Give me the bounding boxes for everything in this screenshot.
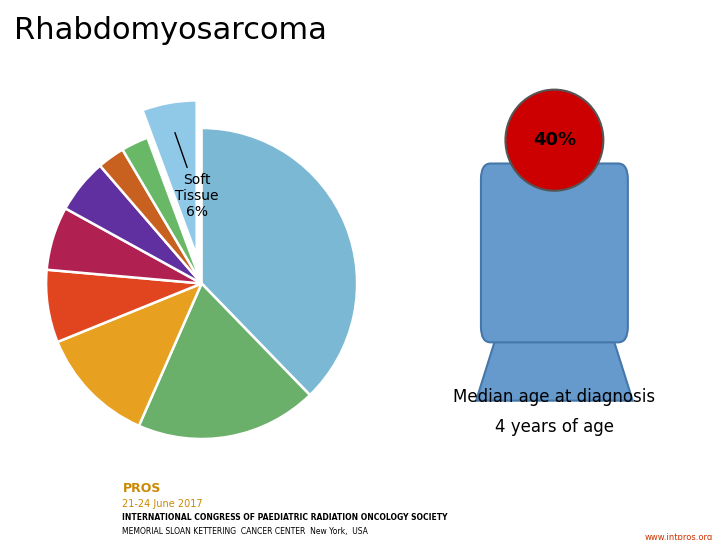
Wedge shape <box>46 269 202 342</box>
Text: 40%: 40% <box>533 131 576 149</box>
Polygon shape <box>476 323 633 401</box>
Text: Rhabdomyosarcoma: Rhabdomyosarcoma <box>14 16 328 45</box>
Ellipse shape <box>505 90 603 191</box>
Text: PROS: PROS <box>122 482 161 495</box>
Text: 21-24 June 2017: 21-24 June 2017 <box>122 500 203 509</box>
Wedge shape <box>47 208 202 284</box>
Text: MEMORIAL SLOAN KETTERING  CANCER CENTER  New York,  USA: MEMORIAL SLOAN KETTERING CANCER CENTER N… <box>122 528 368 536</box>
Text: www.intpros.org: www.intpros.org <box>644 533 713 540</box>
Text: Soft
Tissue
6%: Soft Tissue 6% <box>175 133 219 219</box>
Wedge shape <box>58 284 202 426</box>
Wedge shape <box>202 128 357 395</box>
Wedge shape <box>122 138 202 284</box>
Text: Median age at diagnosis
4 years of age: Median age at diagnosis 4 years of age <box>454 388 655 436</box>
Wedge shape <box>139 284 310 439</box>
Wedge shape <box>143 100 197 256</box>
Wedge shape <box>66 166 202 284</box>
FancyBboxPatch shape <box>481 164 628 342</box>
Wedge shape <box>100 150 202 284</box>
Text: INTERNATIONAL CONGRESS OF PAEDIATRIC RADIATION ONCOLOGY SOCIETY: INTERNATIONAL CONGRESS OF PAEDIATRIC RAD… <box>122 514 448 522</box>
